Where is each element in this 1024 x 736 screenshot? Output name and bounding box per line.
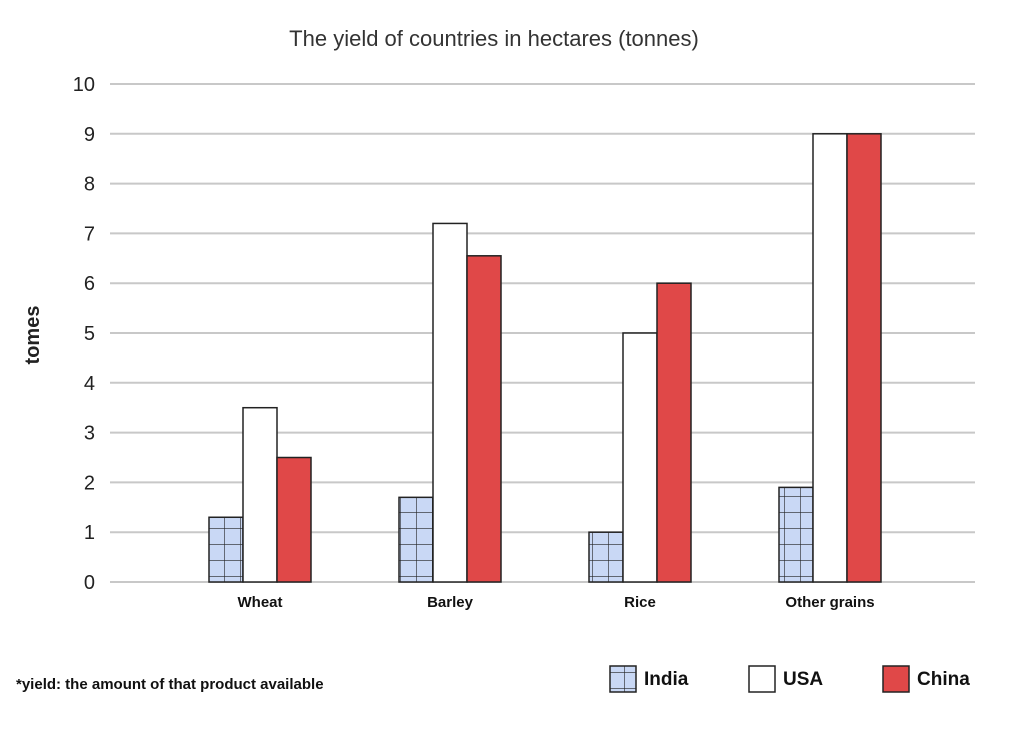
bar-china-wheat xyxy=(276,456,312,583)
category-label: Barley xyxy=(427,594,474,611)
y-tick-label: 4 xyxy=(84,373,95,395)
bar-china-rice xyxy=(656,282,692,583)
y-tick-label: 5 xyxy=(84,323,95,345)
bar-india-wheat xyxy=(208,516,244,583)
bar-usa-barley xyxy=(432,222,468,583)
bar-india-other-grains xyxy=(778,486,814,583)
legend-label-china: China xyxy=(917,669,970,690)
bar-usa-wheat xyxy=(242,406,278,583)
legend-label-usa: USA xyxy=(783,669,823,690)
bar-china-other-grains xyxy=(846,133,882,583)
bars xyxy=(208,133,882,583)
y-tick-label: 0 xyxy=(84,572,95,594)
y-axis-label: tomes xyxy=(22,306,44,365)
legend: India USA China xyxy=(609,665,970,693)
bar-china-barley xyxy=(466,255,502,583)
y-tick-label: 1 xyxy=(84,522,95,544)
y-axis-ticks: 0 1 2 3 4 5 6 7 8 9 10 xyxy=(73,74,95,594)
bar-india-rice xyxy=(588,531,624,583)
y-tick-label: 8 xyxy=(84,174,95,196)
y-tick-label: 2 xyxy=(84,472,95,494)
footnote: *yield: the amount of that product avail… xyxy=(16,676,324,693)
chart-title: The yield of countries in hectares (tonn… xyxy=(289,26,699,51)
y-tick-label: 7 xyxy=(84,223,95,245)
x-axis-categories: Wheat Barley Rice Other grains xyxy=(238,594,875,611)
y-tick-label: 9 xyxy=(84,124,95,146)
category-label: Other grains xyxy=(785,594,874,611)
legend-swatch-india xyxy=(609,665,637,693)
legend-label-india: India xyxy=(644,669,689,690)
y-tick-label: 3 xyxy=(84,423,95,445)
y-tick-label: 10 xyxy=(73,74,95,96)
bar-usa-rice xyxy=(622,332,658,583)
legend-swatch-usa xyxy=(748,665,776,693)
legend-swatch-china xyxy=(882,665,910,693)
category-label: Wheat xyxy=(238,594,283,611)
bar-usa-other-grains xyxy=(812,133,848,583)
y-tick-label: 6 xyxy=(84,273,95,295)
bar-india-barley xyxy=(398,496,434,583)
category-label: Rice xyxy=(624,594,656,611)
